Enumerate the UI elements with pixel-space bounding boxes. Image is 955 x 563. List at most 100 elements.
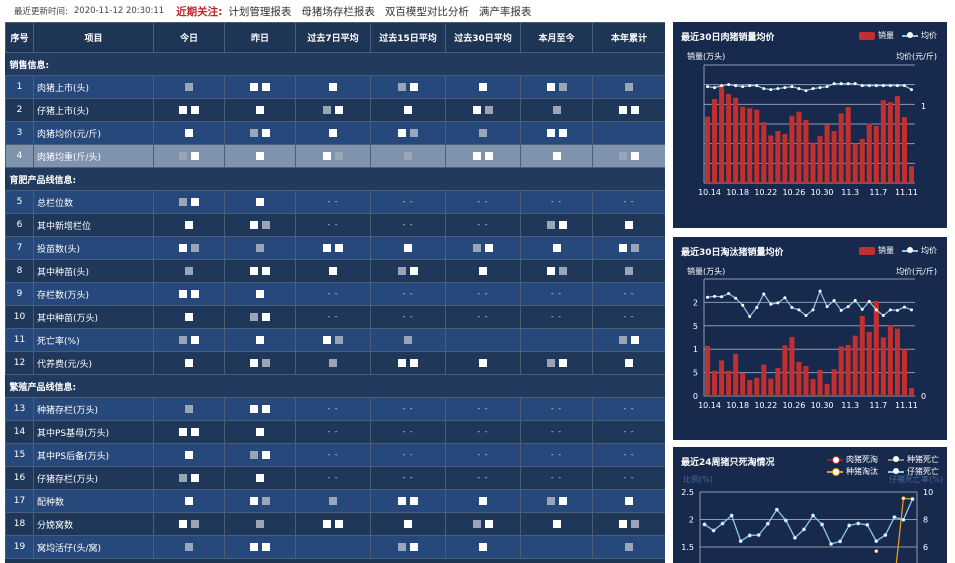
legend-price[interactable]: 均价 xyxy=(902,245,937,256)
table-row[interactable]: 10 其中种苗(万头) - - - - - - - - - - xyxy=(5,305,665,329)
sales-bar xyxy=(740,106,746,183)
column-header: 过去15日平均 xyxy=(370,22,446,53)
price-point xyxy=(888,84,892,88)
legend-sow-cull[interactable]: 种猪淘汰 xyxy=(827,466,878,477)
value-cell xyxy=(445,535,521,559)
chart-title: 最近30日淘汰猪销量均价 xyxy=(681,248,784,258)
value-cell xyxy=(370,75,446,99)
sales-bar xyxy=(901,349,907,396)
sales-bar xyxy=(887,325,893,396)
table-row[interactable]: 4 肉猪均重(斤/头) xyxy=(5,144,665,168)
legend-price[interactable]: 均价 xyxy=(902,30,937,41)
table-row[interactable]: 15 其中PS后备(万头) - - - - - - - - - - xyxy=(5,443,665,467)
y-tick-label: 2 xyxy=(689,516,694,525)
link-model-compare[interactable]: 双百模型对比分析 xyxy=(384,5,469,18)
table-row[interactable]: 7 投苗数(头) xyxy=(5,236,665,260)
table-row[interactable]: 13 种猪存栏(万头) - - - - - - - - - - xyxy=(5,397,665,421)
legend-label: 种猪死亡 xyxy=(907,455,939,464)
legend-sow-death[interactable]: 种猪死亡 xyxy=(888,454,939,465)
table-row[interactable]: 9 存栏数(万头) - - - - - - - - - - xyxy=(5,282,665,306)
link-plan-report[interactable]: 计划管理报表 xyxy=(228,5,292,18)
series-point xyxy=(838,539,843,544)
redacted-value xyxy=(410,542,418,551)
value-cell xyxy=(153,98,225,122)
sales-bar xyxy=(712,370,718,396)
row-number: 13 xyxy=(5,397,34,421)
row-item-label: 种猪存栏(万头) xyxy=(33,397,154,421)
y2-tick-label: 1 xyxy=(921,102,926,111)
value-cell: - - xyxy=(445,443,521,467)
table-row[interactable]: 11 死亡率(%) xyxy=(5,328,665,352)
table-row[interactable]: 6 其中新增栏位 - - - - - - xyxy=(5,213,665,237)
series-point xyxy=(747,533,752,538)
row-number: 3 xyxy=(5,121,34,145)
table-row[interactable]: 3 肉猪均价(元/斤) xyxy=(5,121,665,145)
table-row[interactable]: 8 其中种苗(头) xyxy=(5,259,665,283)
value-cell xyxy=(224,305,296,329)
table-row[interactable]: 14 其中PS基母(万头) - - - - - - - - - - xyxy=(5,420,665,444)
price-point xyxy=(853,82,857,86)
redacted-value xyxy=(631,243,639,252)
value-cell xyxy=(445,512,521,536)
row-number: 6 xyxy=(5,213,34,237)
x-tick-label: 10.30 xyxy=(811,401,834,410)
redacted-value xyxy=(410,358,418,367)
x-tick-label: 11.11 xyxy=(895,188,918,197)
metrics-table-container[interactable]: 序号 项目 今日 昨日 过去7日平均 过去15日平均 过去30日平均 本月至今 本年累计 销售信… xyxy=(5,22,665,563)
sales-bar xyxy=(810,379,816,396)
row-item-label: 其中PS后备(万头) xyxy=(33,443,154,467)
table-row[interactable]: 17 配种数 xyxy=(5,489,665,513)
legend-hog-loss[interactable]: 肉猪死淘 xyxy=(827,454,878,465)
section-title: 销售信息: xyxy=(5,52,665,76)
table-row[interactable]: 2 仔猪上市(头) xyxy=(5,98,665,122)
cell-text: - - xyxy=(477,289,489,298)
legend-piglet-death[interactable]: 仔猪死亡 xyxy=(888,466,939,477)
value-cell xyxy=(224,282,296,306)
link-full-production-report[interactable]: 满产率报表 xyxy=(478,5,532,18)
value-cell xyxy=(592,121,665,145)
legend-sales[interactable]: 销量 xyxy=(859,30,894,41)
series-point xyxy=(720,521,725,526)
sales-bar xyxy=(817,136,823,183)
value-cell: - - xyxy=(295,420,371,444)
table-row[interactable]: 18 分娩窝数 xyxy=(5,512,665,536)
table-row[interactable]: 12 代养费(元/头) xyxy=(5,351,665,375)
legend-label: 肉猪死淘 xyxy=(846,455,878,464)
redacted-value xyxy=(191,105,199,114)
redacted-value xyxy=(546,496,555,505)
chart-panel-cull-sales: 10.14 10.18 10.22 10.26 10.30 11.3 11.7 11.11 0 5… xyxy=(673,237,947,440)
redacted-value xyxy=(558,358,567,367)
table-row[interactable]: 16 仔猪存栏(万头) - - - - - - - - - - xyxy=(5,466,665,490)
value-cell: - - xyxy=(370,397,446,421)
update-time: 2020-11-12 20:30:11 xyxy=(73,6,165,16)
table-row[interactable]: 1 肉猪上市(头) xyxy=(5,75,665,99)
price-point xyxy=(881,84,885,88)
legend-sales[interactable]: 销量 xyxy=(859,245,894,256)
redacted-value xyxy=(262,82,270,91)
table-row[interactable]: 5 总栏位数 - - - - - - - - - - xyxy=(5,190,665,214)
redacted-value xyxy=(631,519,639,528)
price-point xyxy=(902,84,906,88)
price-point xyxy=(846,305,850,309)
value-cell xyxy=(520,144,593,168)
cell-text: - - xyxy=(477,312,489,321)
price-point xyxy=(909,88,913,92)
row-item-label: 其中种苗(万头) xyxy=(33,305,154,329)
sales-bar xyxy=(887,102,893,183)
series-point xyxy=(774,507,779,512)
cell-text: - - xyxy=(402,450,414,459)
sales-bar xyxy=(761,364,767,396)
redacted-value xyxy=(179,289,187,298)
value-cell xyxy=(153,121,225,145)
value-cell xyxy=(592,489,665,513)
value-cell xyxy=(445,489,521,513)
redacted-value xyxy=(473,243,481,252)
sales-bar xyxy=(852,143,858,183)
sales-bar xyxy=(845,344,851,396)
value-cell xyxy=(592,75,665,99)
redacted-value xyxy=(262,404,270,413)
row-number: 2 xyxy=(5,98,34,122)
link-sow-stock-report[interactable]: 母猪场存栏报表 xyxy=(301,5,375,18)
price-point xyxy=(706,85,710,89)
table-row[interactable]: 19 窝均活仔(头/窝) xyxy=(5,535,665,559)
